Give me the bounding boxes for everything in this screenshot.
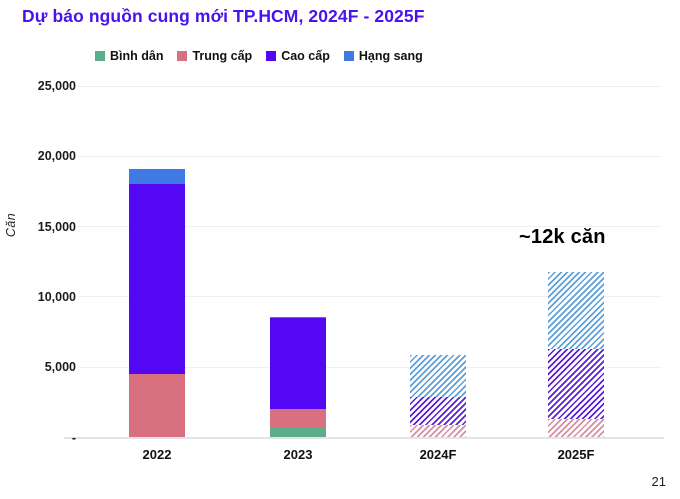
legend-swatch-hang-sang-icon (343, 51, 354, 61)
bar-segment-hang-sang-2024f (410, 354, 466, 397)
y-axis-title: Căn (4, 212, 18, 238)
legend-item-binh-dan: Bình dân (95, 49, 163, 63)
legend: Bình dân Trung cấp Cao cấp Hạng sang (95, 49, 423, 63)
legend-swatch-binh-dan-icon (95, 51, 105, 61)
legend-item-hang-sang: Hạng sang (343, 49, 423, 63)
y-tick-label-25000: 25,000 (37, 79, 76, 93)
page-title: Dự báo nguồn cung mới TP.HCM, 2024F - 20… (22, 6, 425, 26)
legend-label-cao-cap: Cao cấp (281, 49, 330, 63)
gridline-10000 (78, 296, 662, 298)
bar-segment-cao-cap-2024f (410, 396, 466, 425)
x-axis-label-2022: 2022 (142, 447, 172, 462)
bar-segment-hang-sang-2023 (270, 316, 326, 318)
bar-segment-cao-cap-2023 (270, 317, 326, 410)
legend-swatch-trung-cap-icon (177, 51, 188, 61)
gridline-5000 (78, 366, 662, 368)
legend-swatch-cao-cap-icon (266, 51, 277, 61)
bar-segment-binh-dan-2023 (270, 427, 326, 438)
legend-label-trung-cap: Trung cấp (192, 49, 253, 63)
page-number: 21 (651, 474, 666, 489)
legend-item-cao-cap: Cao cấp (266, 49, 330, 63)
x-axis-baseline (64, 436, 664, 439)
y-tick-label--: - (71, 430, 76, 445)
bar-segment-trung-cap-2025f (548, 419, 604, 438)
bar-segment-trung-cap-2023 (270, 409, 326, 428)
y-tick-label-15000: 15,000 (37, 219, 76, 234)
y-tick-label-5000: 5,000 (44, 360, 76, 375)
x-axis-label-2024f: 2024F (419, 447, 457, 462)
bar-segment-hang-sang-2022 (129, 168, 185, 185)
bar-segment-hang-sang-2025f (548, 271, 604, 349)
gridline-15000 (78, 226, 662, 228)
legend-item-trung-cap: Trung cấp (177, 49, 252, 63)
legend-label-hang-sang: Hạng sang (358, 49, 423, 63)
bar-segment-cao-cap-2025f (548, 348, 604, 420)
gridline-20000 (78, 155, 662, 157)
gridline-25000 (78, 85, 662, 87)
bar-segment-trung-cap-2024f (410, 424, 466, 438)
x-axis-label-2025f: 2025F (557, 447, 595, 462)
bar-segment-cao-cap-2022 (129, 184, 185, 375)
bar-segment-trung-cap-2022 (129, 374, 185, 438)
x-axis-label-2023: 2023 (283, 447, 313, 462)
annotation-12k-can: ~12k căn (519, 226, 606, 248)
y-tick-label-10000: 10,000 (37, 289, 76, 304)
y-tick-label-20000: 20,000 (37, 149, 76, 164)
legend-label-binh-dan: Bình dân (110, 49, 164, 63)
